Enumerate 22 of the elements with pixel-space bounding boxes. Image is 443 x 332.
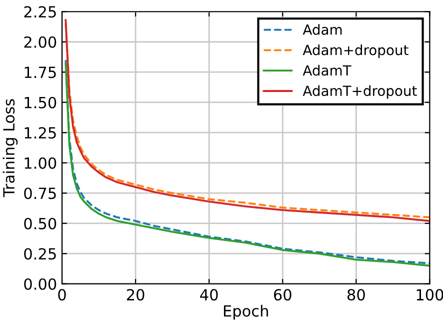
legend-label: AdamT (302, 64, 352, 76)
y-tick-label: 0.50 (24, 218, 56, 230)
y-tick-label: 2.25 (24, 6, 56, 18)
x-tick-label: 40 (200, 288, 218, 301)
y-tick-label: 0.25 (24, 248, 56, 260)
legend-label: Adam (302, 24, 342, 35)
y-tick-label: 0.00 (24, 278, 56, 290)
x-tick-label: 0 (58, 288, 66, 301)
y-tick-label: 0.75 (24, 188, 56, 200)
x-tick-label: 100 (416, 288, 443, 301)
y-axis-title: Training Loss (2, 99, 18, 198)
y-tick-label: 1.25 (24, 127, 56, 139)
legend-label: Adam+dropout (302, 44, 408, 58)
y-tick-label: 1.75 (24, 66, 56, 78)
legend-label: AdamT+dropout (302, 85, 417, 99)
y-tick-label: 1.50 (24, 96, 56, 108)
y-tick-label: 2.00 (24, 36, 56, 48)
x-tick-label: 20 (126, 288, 144, 301)
x-tick-label: 80 (347, 288, 365, 301)
x-axis-title: Epoch (224, 304, 268, 320)
y-tick-label: 1.00 (24, 157, 56, 169)
x-tick-label: 60 (274, 288, 292, 301)
